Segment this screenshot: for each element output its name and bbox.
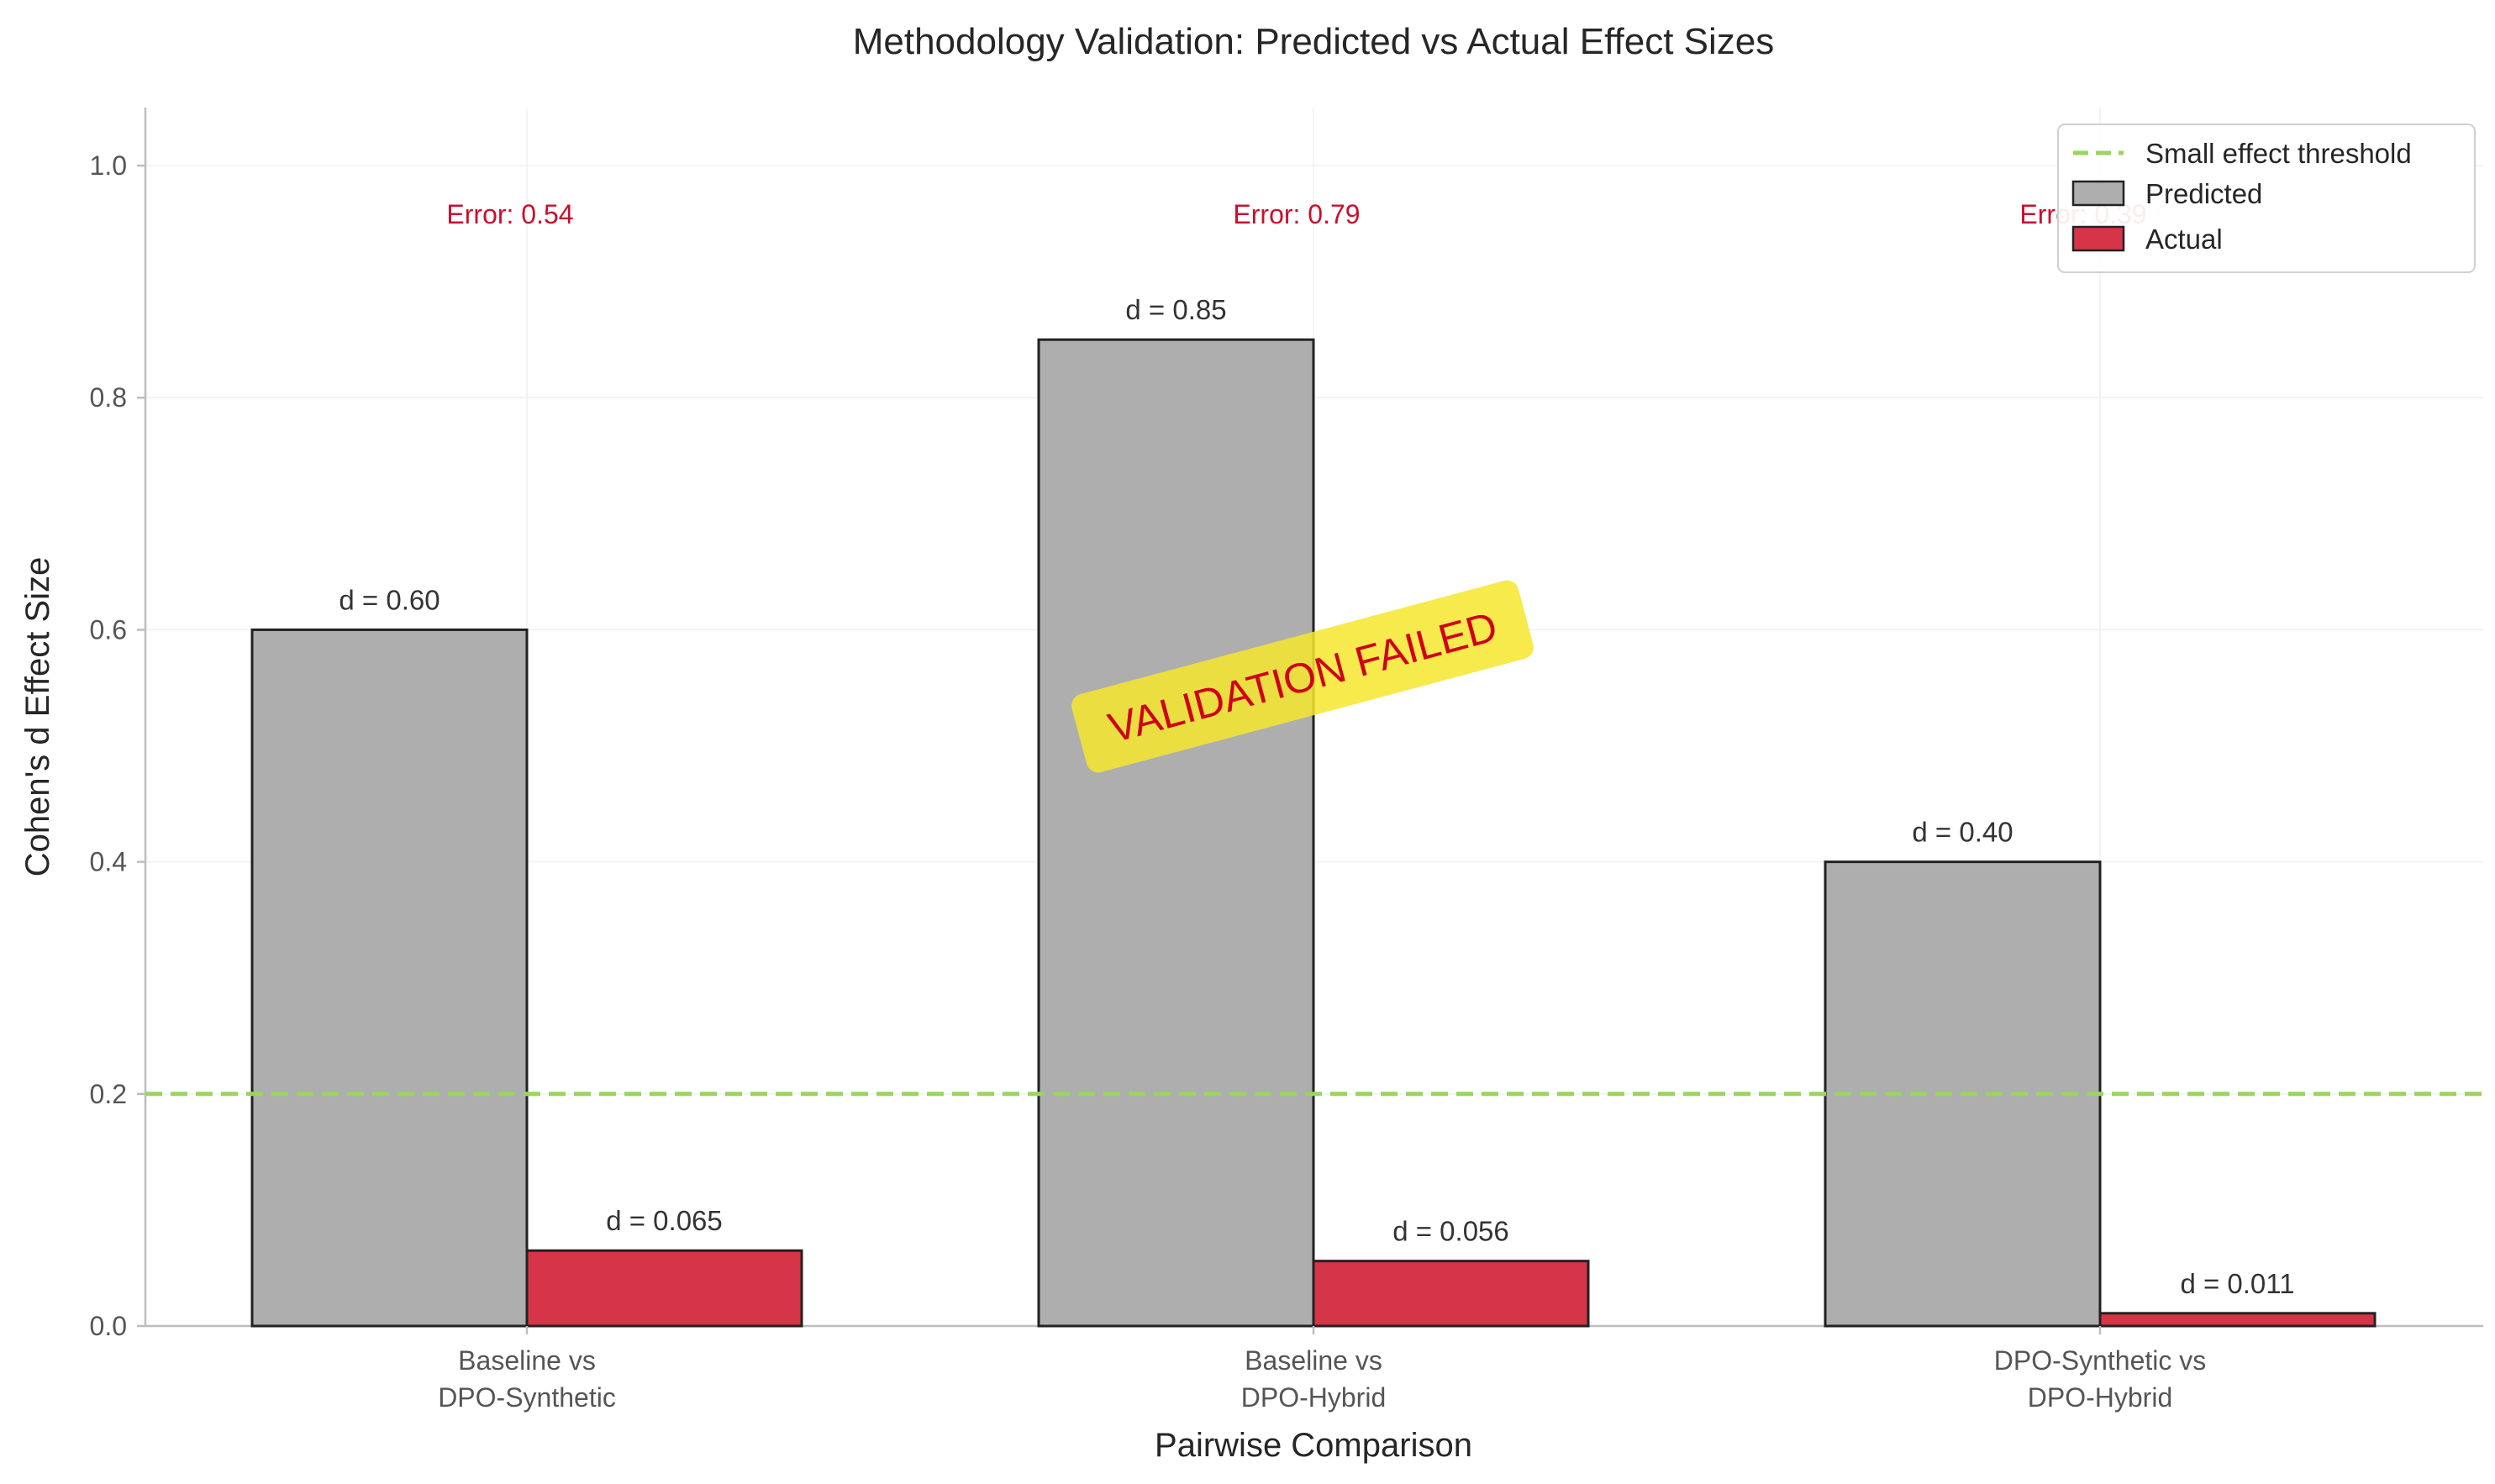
legend-label-actual: Actual [2145, 224, 2223, 255]
y-tick-label: 0.4 [90, 847, 127, 877]
x-tick-label: Baseline vs [458, 1345, 596, 1376]
chart-title: Methodology Validation: Predicted vs Act… [853, 21, 1775, 62]
x-tick-label: DPO-Synthetic [438, 1382, 616, 1413]
y-tick-label: 0.0 [90, 1311, 127, 1341]
x-tick-label: DPO-Hybrid [2028, 1382, 2172, 1413]
error-label: Error: 0.79 [1233, 199, 1360, 229]
x-tick-label: DPO-Hybrid [1241, 1382, 1386, 1413]
error-label: Error: 0.54 [446, 199, 573, 229]
actual-value-label: d = 0.011 [2180, 1268, 2294, 1299]
y-tick-label: 0.2 [90, 1079, 127, 1109]
y-tick-label: 0.8 [90, 382, 127, 413]
bars: d = 0.60 d = 0.85 d = 0.40 d = 0.065 d = 0.0… [250, 294, 2377, 1328]
predicted-value-label: d = 0.60 [339, 584, 440, 615]
x-axis-label: Pairwise Comparison [1155, 1427, 1472, 1464]
actual-value-label: d = 0.065 [606, 1205, 723, 1236]
actual-bar [2098, 1312, 2377, 1328]
legend-swatch-predicted [2071, 180, 2125, 207]
y-tick-label: 0.6 [90, 614, 127, 645]
legend-threshold-label: Small effect threshold [2145, 138, 2412, 169]
x-tick-label: Baseline vs [1245, 1345, 1382, 1376]
x-tick-label: DPO-Synthetic vs [1994, 1345, 2207, 1376]
legend-label-predicted: Predicted [2145, 178, 2262, 209]
legend: Small effect threshold Predicted Actual [2057, 124, 2476, 273]
predicted-value-label: d = 0.40 [1912, 817, 2013, 848]
y-axis-label: Cohen's d Effect Size [19, 557, 56, 876]
predicted-bar [1037, 338, 1315, 1328]
plot-area: 0.00.20.40.60.81.0d = 0.60d = 0.85d = 0.… [90, 108, 2483, 1413]
y-tick-label: 1.0 [90, 150, 127, 181]
actual-bar [1312, 1260, 1590, 1328]
predicted-value-label: d = 0.85 [1125, 294, 1226, 325]
predicted-bar [250, 628, 529, 1328]
stamp-box [1071, 580, 1534, 773]
actual-value-label: d = 0.056 [1392, 1216, 1509, 1247]
actual-bar [525, 1249, 803, 1328]
legend-box [2057, 124, 2476, 273]
legend-swatch-actual [2071, 225, 2125, 252]
